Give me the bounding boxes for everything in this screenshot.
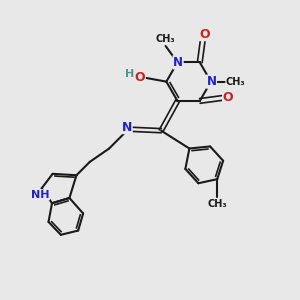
Text: N: N bbox=[122, 121, 132, 134]
Text: CH₃: CH₃ bbox=[156, 34, 176, 44]
Text: CH₃: CH₃ bbox=[226, 76, 245, 87]
Text: NH: NH bbox=[31, 190, 50, 200]
Text: H: H bbox=[125, 69, 134, 79]
Text: CH₃: CH₃ bbox=[207, 199, 227, 208]
Text: O: O bbox=[223, 92, 233, 104]
Text: O: O bbox=[135, 71, 145, 84]
Text: N: N bbox=[173, 56, 183, 69]
Text: N: N bbox=[206, 75, 217, 88]
Text: O: O bbox=[199, 28, 210, 40]
